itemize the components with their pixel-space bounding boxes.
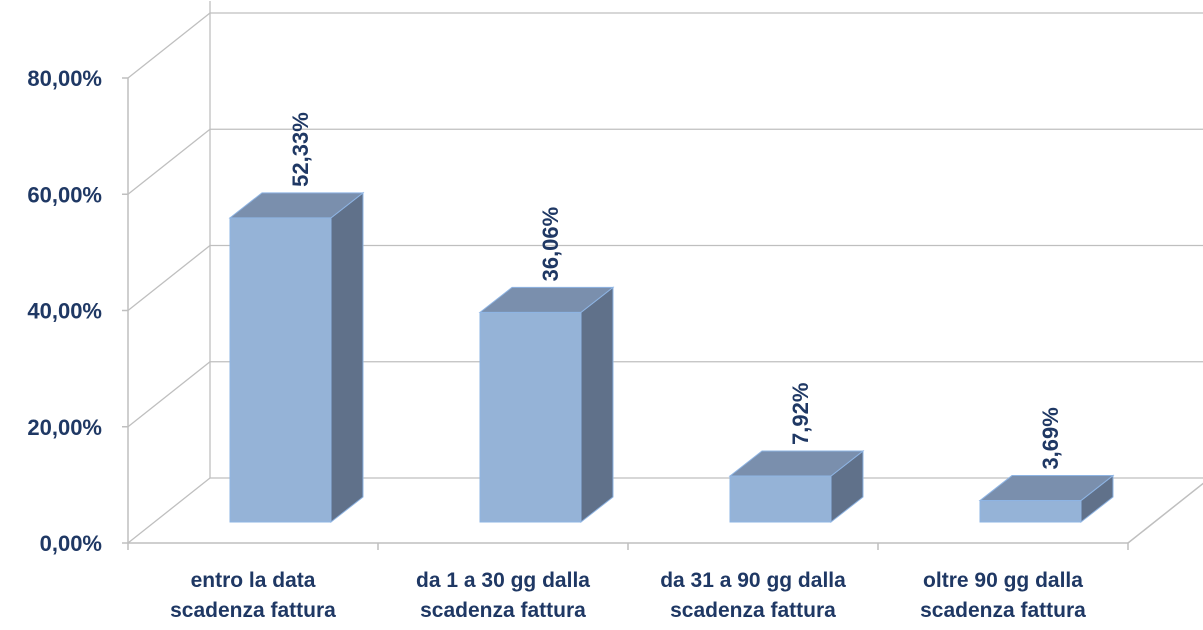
- axes: [122, 77, 1203, 550]
- bar-front-face: [729, 475, 832, 523]
- y-tick-label: 80,00%: [27, 66, 102, 91]
- x-category-label: da 1 a 30 gg dalla scadenza fattura: [416, 569, 590, 622]
- bar: [978, 474, 1115, 524]
- y-tick-label: 20,00%: [27, 415, 102, 440]
- bar-side-face: [580, 286, 614, 524]
- data-label: 3,69%: [1038, 407, 1063, 469]
- bar: [228, 191, 365, 524]
- x-category-label-line: scadenza fattura: [920, 599, 1086, 622]
- bar-front-face: [479, 311, 582, 523]
- x-category-label-line: entro la data: [191, 569, 316, 592]
- x-category-label: entro la data scadenza fattura: [170, 569, 336, 622]
- bar-top-face: [228, 192, 365, 219]
- bars: [228, 191, 1115, 524]
- y-tick-label: 40,00%: [27, 299, 102, 324]
- bar-top-face: [728, 450, 865, 477]
- bar-side-face: [330, 191, 364, 524]
- y-axis-tick-labels: 0,00% 20,00% 40,00% 60,00% 80,00%: [27, 66, 102, 556]
- gridline-diagonal: [127, 12, 211, 79]
- y-tick-label: 60,00%: [27, 182, 102, 207]
- bar-top-face: [478, 286, 615, 313]
- gridline-diagonal: [127, 128, 211, 195]
- bar-front-face: [229, 217, 332, 523]
- bar: [478, 286, 615, 524]
- x-category-label: oltre 90 gg dalla scadenza fattura: [920, 569, 1086, 622]
- data-label: 36,06%: [538, 207, 563, 282]
- x-category-label-line: scadenza fattura: [170, 599, 336, 622]
- y-tick-label: 0,00%: [40, 531, 102, 556]
- gridline-diagonal: [127, 244, 211, 312]
- x-category-label-line: oltre 90 gg dalla: [923, 569, 1083, 592]
- bar-top-face: [978, 475, 1115, 502]
- data-label: 7,92%: [788, 383, 813, 445]
- x-category-label-line: scadenza fattura: [420, 599, 586, 622]
- data-label: 52,33%: [288, 112, 313, 187]
- x-category-label-line: da 31 a 90 gg dalla: [660, 569, 846, 592]
- bar-front-face: [979, 500, 1082, 523]
- bar: [728, 449, 865, 524]
- x-category-label-line: da 1 a 30 gg dalla: [416, 569, 590, 592]
- x-category-label: da 31 a 90 gg dalla scadenza fattura: [660, 569, 846, 622]
- x-category-label-line: scadenza fattura: [670, 599, 836, 622]
- data-labels: 52,33% 36,06% 7,92% 3,69%: [288, 112, 1063, 469]
- gridline-diagonal: [127, 361, 211, 428]
- floor-edge: [1127, 482, 1203, 544]
- gridline-diagonal: [127, 477, 211, 544]
